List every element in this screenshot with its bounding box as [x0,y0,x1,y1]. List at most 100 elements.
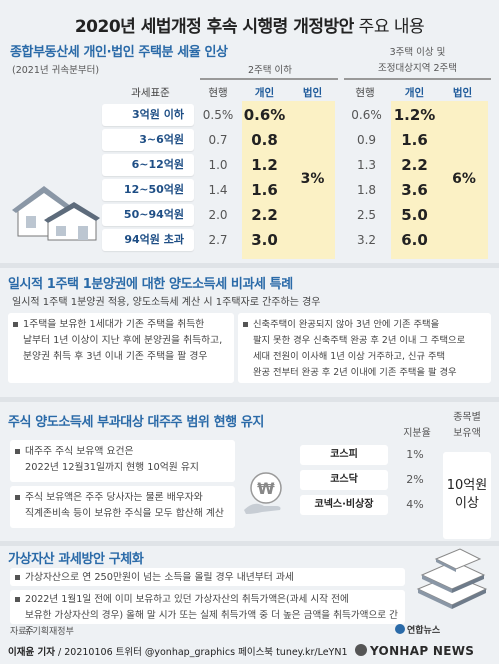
header-a-corporate: 법인 [302,87,323,99]
bullet-icon [243,322,248,327]
group-b-label-2: 조정대상지역 2주택 [378,63,457,74]
news-logo: YONHAP NEWS [355,644,474,658]
section-divider [0,263,499,268]
text-line: 대주주 주식 보유액 요건은 [25,446,134,457]
text-line: 신축주택이 완공되지 않아 3년 안에 기존 주택을 [253,319,440,330]
rate-a-individual: 0.8 [251,131,278,149]
section4-title: 가상자산 과세방안 구체화 [8,552,144,567]
yonhap-logo-icon [395,624,405,634]
column-share-header: 지분율 [403,428,431,439]
market-label: 코넥스·비상장 [300,495,388,515]
bullet-icon [15,575,20,580]
rate-b-current: 1.8 [356,183,377,197]
text-line: 직계존비속 등이 보유한 주식을 모두 합산해 계산 [25,508,224,519]
section-divider [0,397,499,402]
header-a-current: 현행 [208,87,228,99]
rate-b-current: 3.2 [356,233,377,247]
rate-b-individual: 3.6 [401,181,428,199]
section3-box-2: 주식 보유액은 주주 당사자는 물론 배우자와 직계존비속 등이 보유한 주식을… [10,486,235,528]
bracket-label: 3억원 이하 [102,104,194,126]
header-bracket: 과세표준 [131,87,170,99]
svg-text:₩: ₩ [257,479,275,498]
text-line: 완공 전부터 완공 후 2년 이내에 기존 주택을 팔 경우 [253,367,457,378]
column-amount-header-2: 보유액 [453,428,481,439]
share-value: 1% [406,448,424,461]
rate-a-current: 0.5% [202,108,234,122]
text-line: 2022년 1월1일 전에 이미 보유하고 있던 가상자산의 취득가액은(과세 … [25,594,349,605]
rate-a-current: 0.7 [208,133,228,147]
bracket-label: 50~94억원 [102,204,194,226]
rate-a-corporate: 3% [300,171,325,187]
bracket-label: 3~6억원 [102,129,194,151]
text-line: 분양권 취득 후 3년 이내 기존 주택을 팔 경우 [23,351,208,362]
bullet-icon [13,322,18,327]
rate-a-current: 2.0 [208,208,228,222]
paper-stack-illustration [416,548,488,609]
text-line: 팔지 못한 경우 신축주택 완공 후 2년 이내 그 주택으로 [253,335,466,346]
bullet-icon [15,597,20,602]
text-line: 주식 보유액은 주주 당사자는 물론 배우자와 [25,492,203,503]
rate-a-individual: 1.6 [251,181,278,199]
rate-b-individual: 5.0 [401,206,428,224]
rate-a-current: 1.4 [208,183,228,197]
text-line: 2022년 12월31일까지 현행 10억원 유지 [25,462,199,473]
bullet-icon [15,449,20,454]
group-a-underline [200,78,338,80]
market-label: 코스피 [300,445,388,465]
section2-left-box: 1주택을 보유한 1세대가 기존 주택을 취득한 날부터 1년 이상이 지난 후… [8,313,234,383]
rate-b-corporate: 6% [452,171,476,187]
share-value: 2% [406,473,424,486]
market-label: 코스닥 [300,470,388,490]
rate-b-current: 2.5 [356,208,377,222]
threshold-suffix: 이상 [455,496,479,511]
section4-box-1: 가상자산으로 연 250만원이 넘는 소득을 올릴 경우 내년부터 과세 [10,568,405,586]
column-amount-header-1: 종목별 [453,412,481,423]
highlight-a [242,101,335,259]
header-b-corporate: 법인 [452,87,473,99]
text-line: 세대 전원이 이사해 1년 이상 거주하고, 신규 주택 [253,351,446,362]
header-a-individual: 개인 [254,87,275,99]
header-b-individual: 개인 [404,87,425,99]
group-b-label-1: 3주택 이상 및 [389,47,446,58]
rate-b-individual: 1.6 [401,131,428,149]
rate-b-individual: 6.0 [401,231,428,249]
yonhap-news-icon [355,644,367,656]
bracket-label: 12~50억원 [102,179,194,201]
rate-a-individual: 1.2 [251,156,278,174]
section2-subtitle: 일시적 1주택 1분양권 적용, 양도소득세 계산 시 1주택자로 간주하는 경… [12,297,321,308]
section3-box-1: 대주주 주식 보유액 요건은 2022년 12월31일까지 현행 10억원 유지 [10,440,235,482]
text-line: 가상자산으로 연 250만원이 넘는 소득을 올릴 경우 내년부터 과세 [25,572,294,583]
text-line: 1주택을 보유한 1세대가 기존 주택을 취득한 [23,319,205,330]
house-illustration [12,186,100,241]
rate-b-individual: 1.2% [393,106,436,124]
rate-a-individual: 3.0 [251,231,278,249]
rate-b-current: 0.9 [356,133,377,147]
rate-b-individual: 2.2 [401,156,428,174]
section2-title: 일시적 1주택 1분양권에 대한 양도소득세 비과세 특례 [8,277,293,292]
rate-a-individual: 0.6% [243,106,286,124]
text-line: 보유한 가상자산의 경우) 올해 말 시가 또는 실제 취득가액 중 더 높은 … [25,610,399,637]
brand-logo: 연합뉴스 [395,623,440,636]
source-label: 자료/ 기획재정부 [10,627,74,637]
section-divider [0,541,499,546]
bullet-icon [15,495,20,500]
section4-box-2: 2022년 1월1일 전에 이미 보유하고 있던 가상자산의 취득가액은(과세 … [10,590,405,637]
highlight-b [391,101,488,259]
bracket-label: 94억원 초과 [102,229,194,251]
section1-note: (2021년 귀속분부터) [12,65,100,76]
rate-b-current: 1.3 [356,158,377,172]
header-b-current: 현행 [355,87,375,99]
share-value: 4% [406,498,424,511]
text-line: 날부터 1년 이상이 지난 후에 분양권을 취득하고, [23,335,223,346]
rate-b-current: 0.6% [351,108,382,122]
rate-a-individual: 2.2 [251,206,278,224]
rate-a-current: 1.0 [208,158,228,172]
page-title: 2020년 세법개정 후속 시행령 개정방안 주요 내용 [74,17,425,37]
bracket-label: 6~12억원 [102,154,194,176]
hand-coin-illustration: ₩ [244,472,282,514]
section2-right-box: 신축주택이 완공되지 않아 3년 안에 기존 주택을 팔지 못한 경우 신축주택… [238,313,491,383]
threshold-box: 10억원 이상 [443,452,491,539]
section1-title: 종합부동산세 개인·법인 주택분 세율 인상 [10,45,228,60]
group-b-underline [344,78,491,80]
threshold-value: 10억원 [446,478,488,493]
